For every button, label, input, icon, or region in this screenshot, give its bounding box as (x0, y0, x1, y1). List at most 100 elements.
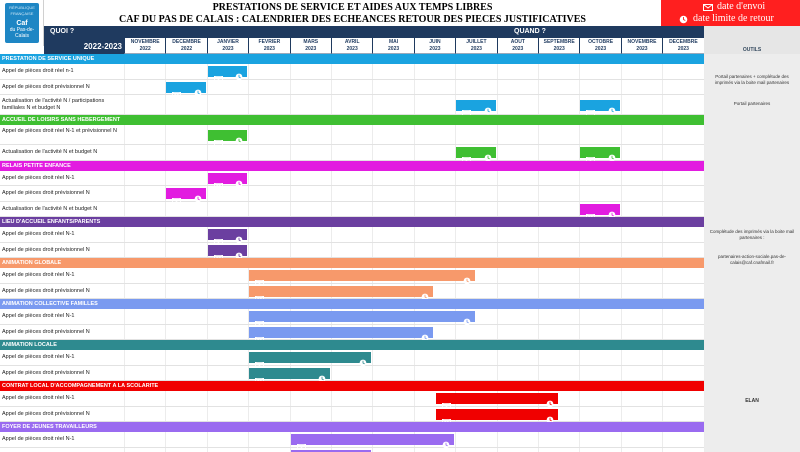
month-header: FEVRIER 2023 (248, 38, 290, 54)
outil-note: Portail partenaires (733, 101, 771, 106)
schedule-bar (580, 99, 620, 116)
month-year: 2023 (553, 46, 565, 52)
logo-republique: RÉPUBLIQUE FRANÇAISE (9, 5, 35, 16)
grid-line (496, 54, 498, 452)
table-row: Appel de pièces droit prévisionnel N (0, 80, 704, 95)
table-row: Appel de pièces droit réel N-1 (0, 268, 704, 284)
table-row: Appel de pièces droit prévisionnel N (0, 284, 704, 299)
envelope-icon (172, 85, 182, 98)
envelope-icon (213, 248, 223, 261)
clock-icon (235, 231, 243, 244)
grid-line (620, 54, 622, 452)
envelope-icon (172, 191, 182, 205)
outils-column (704, 54, 800, 452)
table-row: Appel de pièces droit prévisionnel N (0, 366, 704, 381)
clock-icon (463, 272, 471, 285)
envelope-icon (441, 412, 451, 425)
month-header: SEPTEMBRE 2023 (538, 38, 580, 54)
table-row: Appel de pièces droit réel N-1 (0, 391, 704, 407)
table-row: Appel de pièces droit réel N-1 (0, 171, 704, 186)
table-row: Actualisation de l'activité N et budget … (0, 202, 704, 217)
schedule-bar (166, 188, 206, 205)
grid-line (248, 54, 250, 452)
schedule-bar (249, 352, 372, 369)
schedule-bar (207, 172, 248, 189)
month-name: NOVEMBRE (130, 39, 160, 45)
grid-line (124, 54, 125, 452)
envelope-icon (296, 437, 306, 451)
month-header: NOVEMBRE 2023 (620, 38, 663, 54)
clock-icon (235, 132, 243, 144)
schedule-bar (456, 147, 496, 164)
row-label: Appel de pièces droit réel N-1 (2, 272, 75, 278)
row-label: Appel de pièces droit réel N-1 (2, 395, 75, 401)
row-label: Appel de pièces droit réel n-1 (2, 68, 74, 74)
month-name: MARS (303, 39, 319, 45)
envelope-icon (255, 355, 265, 369)
grid-line (662, 54, 664, 452)
month-name: JUIN (429, 39, 441, 45)
schedule-bar (290, 449, 372, 452)
schedule-bar (456, 99, 496, 116)
month-header: MAI 2023 (372, 38, 414, 54)
envelope-icon (703, 3, 713, 15)
month-name: AVRIL (344, 39, 360, 45)
month-year: 2023 (263, 46, 275, 52)
row-label: Appel de pièces droit réel N-1 (2, 313, 75, 319)
schedule-bar (207, 244, 248, 261)
month-header: OCTOBRE 2023 (579, 38, 621, 54)
clock-icon (442, 436, 450, 449)
envelope-icon (255, 330, 265, 343)
envelope-icon (213, 133, 223, 146)
row-label: Appel de pièces droit prévisionnel N (2, 287, 90, 294)
table-row: Appel de pièces droit prévisionnel N (0, 407, 704, 422)
table-row: Appel de pièces droit réel N-1 (0, 227, 704, 243)
month-header: JUIN 2023 (413, 38, 456, 54)
table-row: Appel de pièces droit prévisionnel N (0, 243, 704, 258)
schedule-bar (166, 81, 206, 98)
row-label: Appel de pièces droit prévisionnel N (2, 328, 90, 335)
row-label: Appel de pièces droit réel N-1 et prévis… (2, 128, 117, 134)
clock-icon (608, 102, 616, 114)
grid-line (289, 54, 291, 452)
month-header: JUILLET 2023 (455, 38, 497, 54)
clock-icon (421, 329, 429, 342)
envelope-icon (586, 103, 596, 116)
schedule-bar (249, 367, 330, 384)
section-header: FOYER DE JEUNES TRAVAILLEURS (0, 422, 704, 432)
legend-deadline-label: date limite de retour (693, 13, 774, 24)
month-name: NOVEMBRE (627, 39, 657, 45)
table-row: Actualisation de l'activité N et budget … (0, 145, 704, 161)
table-row: Appel de pièces droit réel N-1 (0, 432, 704, 448)
outil-note: Portail partenaires + complétude des imp… (714, 74, 790, 85)
clock-icon (679, 15, 688, 28)
schedule-bar (207, 66, 248, 83)
clock-icon (546, 411, 554, 424)
caf-logo: RÉPUBLIQUE FRANÇAISE Caf du Pas-de-Calai… (0, 0, 44, 46)
table-row: Appel de pièces droit réel N-1 et prévis… (0, 125, 704, 145)
grid-line (331, 54, 332, 452)
grid-line (165, 54, 167, 452)
section-header: CONTRAT LOCAL D'ACCOMPAGNEMENT A LA SCOL… (0, 381, 704, 391)
legend: date d'envoi date limite de retour (661, 0, 800, 26)
section-header: ANIMATION LOCALE (0, 340, 704, 350)
schedule-bar (580, 203, 620, 220)
month-year: 2023 (346, 46, 358, 52)
clock-icon (463, 313, 471, 326)
grid-line (413, 54, 415, 452)
clock-icon (484, 149, 492, 162)
envelope-icon (213, 69, 223, 83)
month-year: 2023 (388, 46, 400, 52)
section-header: ANIMATION COLLECTIVE FAMILLES (0, 299, 704, 309)
envelope-icon (462, 150, 472, 164)
month-header: NOVEMBRE 2022 (124, 38, 166, 54)
month-header: JANVIER 2023 (206, 38, 249, 54)
clock-icon (235, 175, 243, 188)
month-year: 2023 (470, 46, 482, 52)
envelope-icon (255, 314, 265, 328)
row-label: Appel de pièces droit réel N-1 (2, 354, 75, 360)
clock-icon (608, 206, 616, 219)
clock-icon (235, 247, 243, 260)
month-name: OCTOBRE (588, 39, 614, 45)
envelope-icon (441, 396, 451, 410)
